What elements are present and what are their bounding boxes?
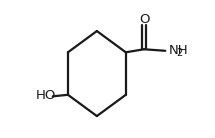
Text: O: O [139, 13, 149, 26]
Text: NH: NH [169, 43, 189, 57]
Text: 2: 2 [177, 48, 183, 58]
Text: HO: HO [35, 89, 56, 102]
